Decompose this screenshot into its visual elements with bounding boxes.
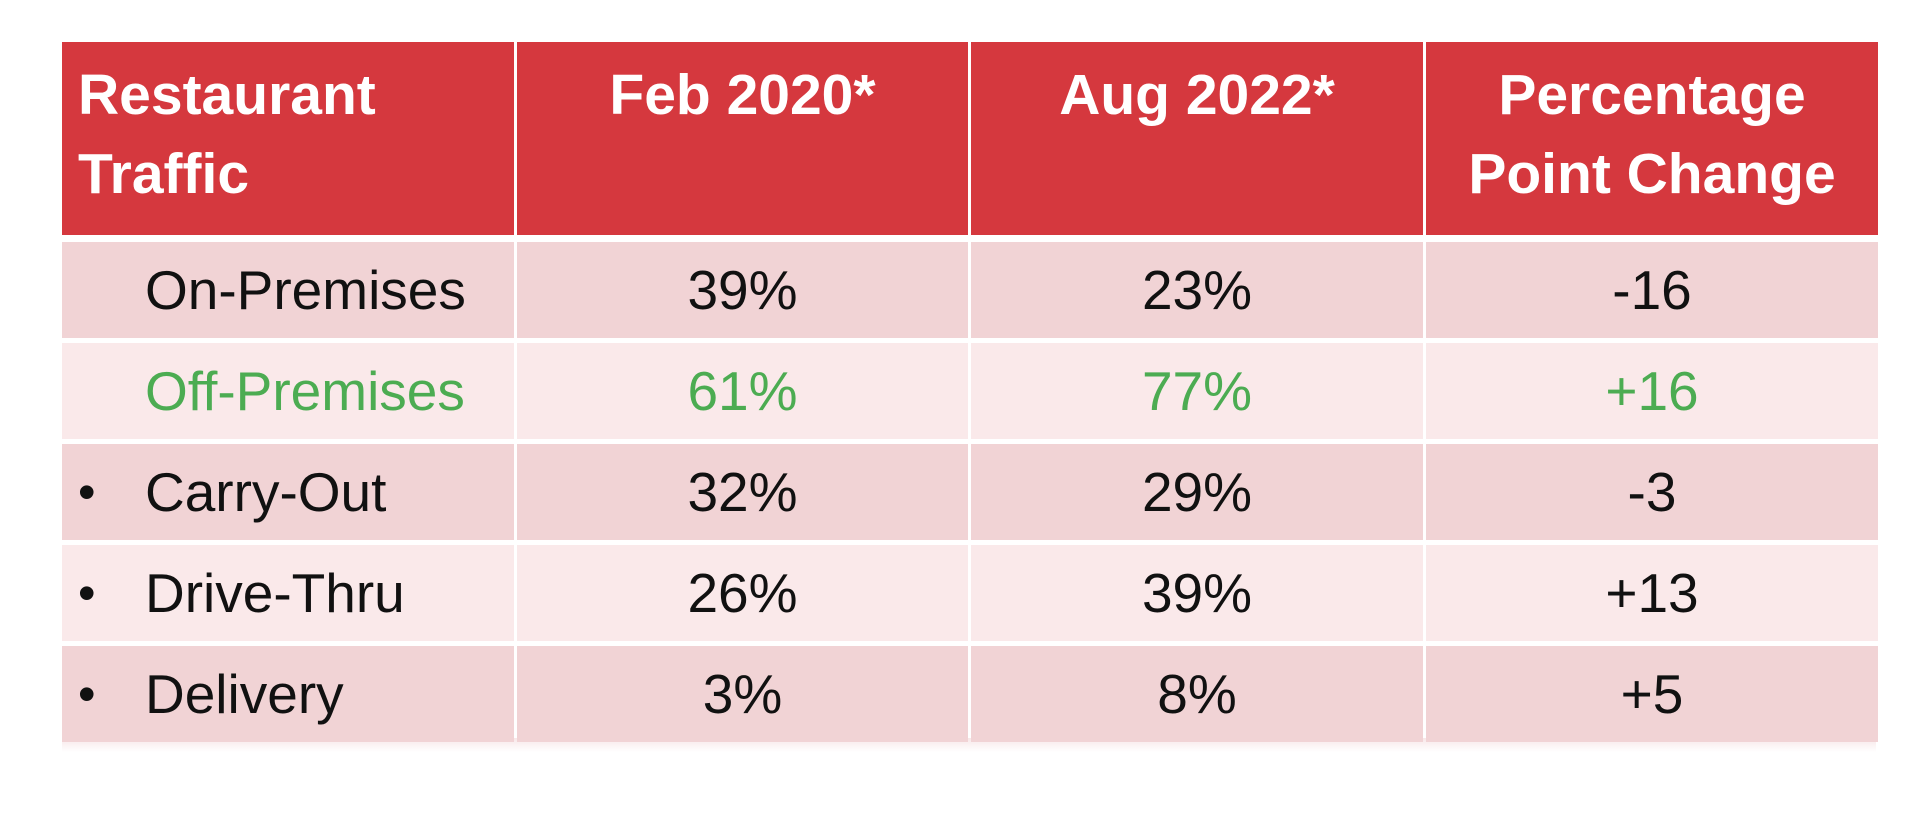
restaurant-traffic-table: Restaurant Traffic Feb 2020* Aug 2022* P…	[62, 42, 1878, 742]
change-value-cell: -3	[1426, 444, 1878, 540]
feb-2020-value-cell: 26%	[517, 545, 968, 641]
aug-2022-value-cell: 8%	[971, 646, 1423, 742]
bullet-icon: •	[78, 666, 96, 722]
feb-2020-value-cell: 39%	[517, 242, 968, 338]
table-row-drive-thru: • Drive-Thru 26% 39% +13	[62, 545, 1878, 641]
row-label: Carry-Out	[145, 461, 387, 523]
header-cell-feb-2020: Feb 2020*	[517, 42, 968, 235]
table-body: On-Premises 39% 23% -16 Off-Premises 61%…	[62, 242, 1878, 742]
change-value-cell: -16	[1426, 242, 1878, 338]
aug-2022-value-cell: 23%	[971, 242, 1423, 338]
aug-2022-value-cell: 77%	[971, 343, 1423, 439]
row-label-cell: Off-Premises	[62, 343, 514, 439]
change-value-cell: +16	[1426, 343, 1878, 439]
header-cell-aug-2022: Aug 2022*	[971, 42, 1423, 235]
row-label: Delivery	[145, 663, 344, 725]
table-row-carry-out: • Carry-Out 32% 29% -3	[62, 444, 1878, 540]
table-row-on-premises: On-Premises 39% 23% -16	[62, 242, 1878, 338]
table-row-off-premises: Off-Premises 61% 77% +16	[62, 343, 1878, 439]
aug-2022-value-cell: 29%	[971, 444, 1423, 540]
row-label-cell: • Drive-Thru	[62, 545, 514, 641]
row-label-cell: • Delivery	[62, 646, 514, 742]
header-cell-percentage-point-change: Percentage Point Change	[1426, 42, 1878, 235]
row-label: Drive-Thru	[145, 562, 405, 624]
bullet-icon: •	[78, 464, 96, 520]
row-label: Off-Premises	[145, 360, 465, 422]
row-label: On-Premises	[145, 259, 466, 321]
table-row-delivery: • Delivery 3% 8% +5	[62, 646, 1878, 742]
table-bottom-fade	[62, 738, 1876, 752]
bullet-icon: •	[78, 565, 96, 621]
header-cell-restaurant-traffic: Restaurant Traffic	[62, 42, 514, 235]
row-label-cell: • Carry-Out	[62, 444, 514, 540]
row-label-cell: On-Premises	[62, 242, 514, 338]
change-value-cell: +5	[1426, 646, 1878, 742]
feb-2020-value-cell: 32%	[517, 444, 968, 540]
feb-2020-value-cell: 61%	[517, 343, 968, 439]
table-header-row: Restaurant Traffic Feb 2020* Aug 2022* P…	[62, 42, 1878, 235]
feb-2020-value-cell: 3%	[517, 646, 968, 742]
aug-2022-value-cell: 39%	[971, 545, 1423, 641]
change-value-cell: +13	[1426, 545, 1878, 641]
